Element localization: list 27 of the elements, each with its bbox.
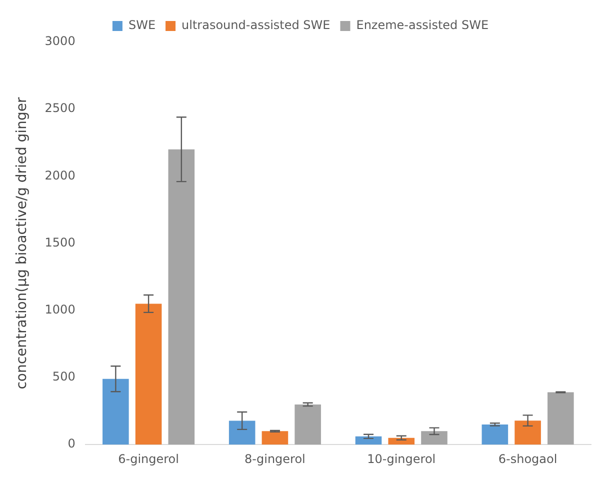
bar — [262, 431, 288, 445]
bar — [421, 431, 448, 445]
y-tick-label: 0 — [68, 436, 76, 451]
legend-label: ultrasound-assisted SWE — [182, 18, 330, 32]
bar — [294, 404, 321, 445]
bar — [228, 420, 256, 445]
x-tick-label: 6-gingerol — [118, 452, 179, 466]
bar — [388, 438, 415, 445]
bar — [355, 436, 382, 445]
x-tick-label: 6-shogaol — [498, 452, 558, 466]
legend-label: SWE — [128, 18, 156, 32]
y-tick-label: 3000 — [44, 34, 76, 48]
bar — [168, 149, 195, 445]
y-axis-title: concentration(µg bioactive/g dried ginger — [14, 97, 30, 390]
x-tick-label: 8-gingerol — [244, 452, 306, 466]
legend-label: Enzeme-assisted SWE — [356, 18, 489, 32]
bar — [548, 392, 574, 445]
x-tick-label: 10-gingerol — [367, 452, 436, 466]
y-tick-label: 2000 — [44, 168, 76, 182]
y-tick-label: 2500 — [44, 101, 76, 116]
y-tick-label: 1000 — [44, 302, 76, 317]
y-tick-label: 500 — [52, 370, 76, 384]
bar — [482, 424, 508, 445]
bar — [135, 304, 162, 445]
bar — [514, 420, 541, 445]
y-tick-label: 1500 — [44, 235, 76, 250]
bar — [102, 378, 129, 445]
